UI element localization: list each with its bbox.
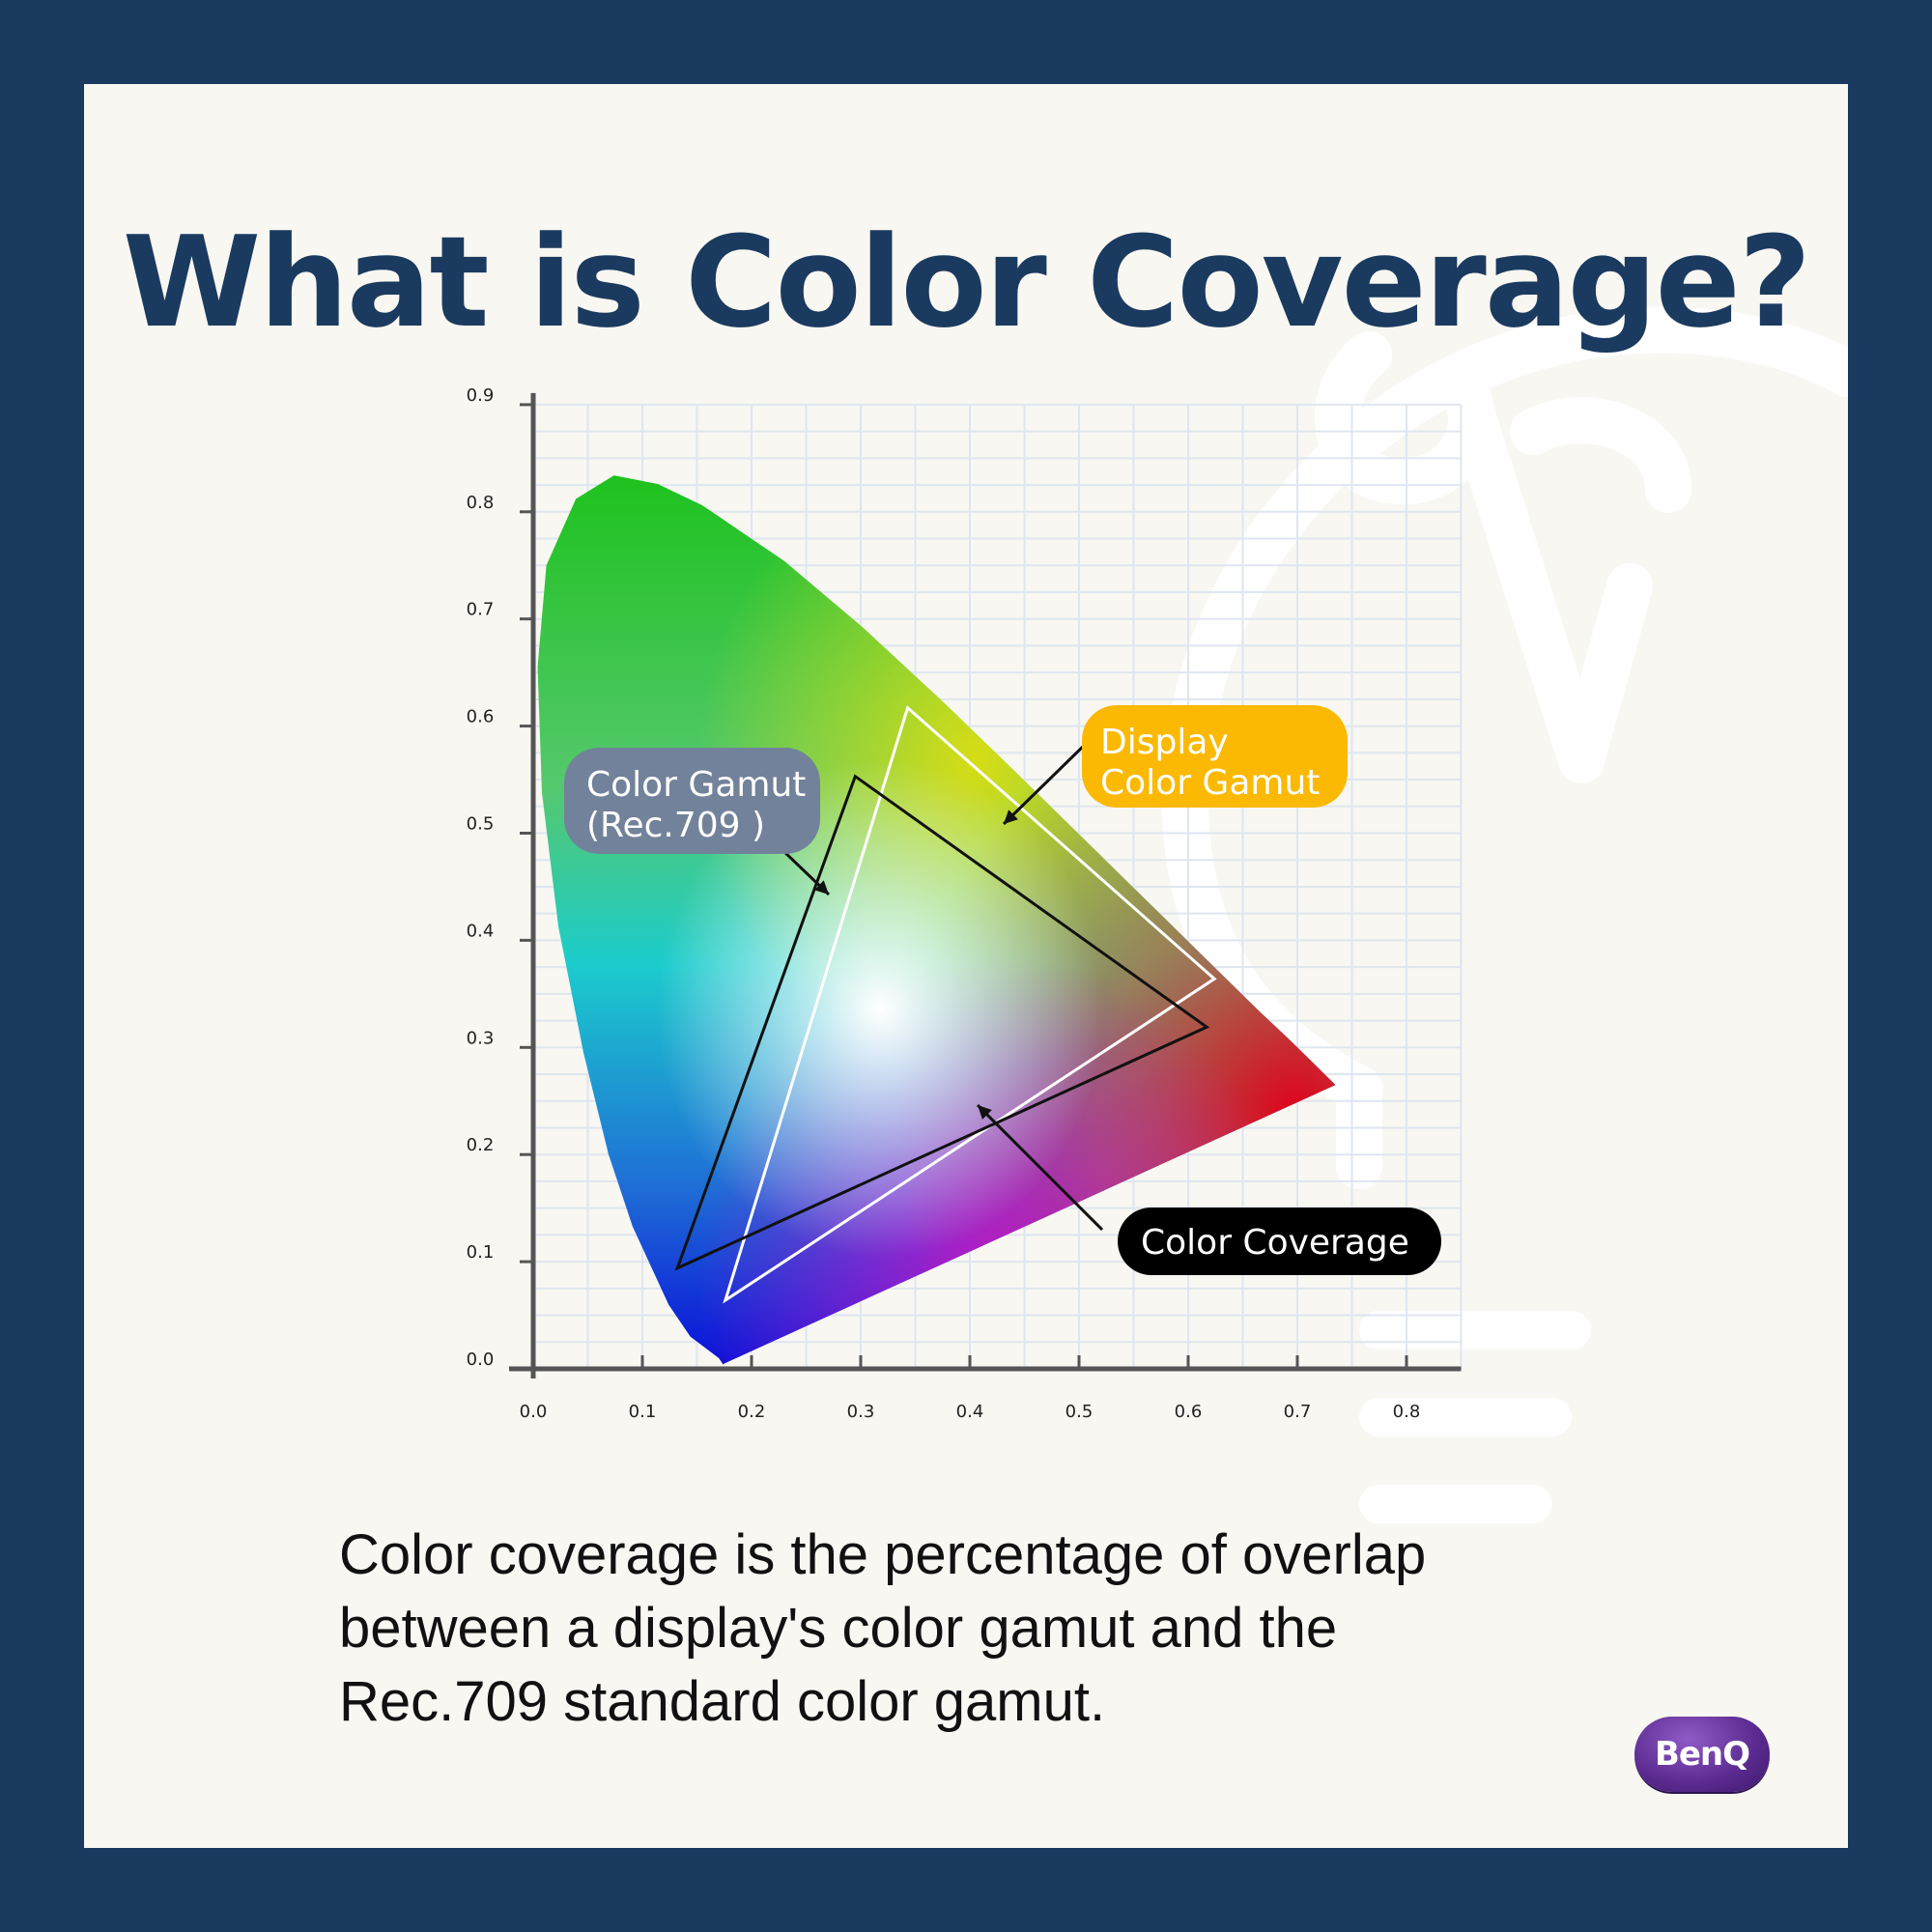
label-text: Display [1100,723,1229,762]
content-panel: What is Color Coverage? [84,84,1848,1848]
x-tick-label: 0.3 [847,1402,875,1422]
x-tick-label: 0.1 [629,1402,657,1422]
arrow-head [814,880,829,895]
x-tick-label: 0.7 [1284,1402,1312,1422]
label-pill [564,748,820,854]
rec709-arrow [781,848,831,896]
rec709-label: Color Gamut(Rec.709 ) [564,748,820,854]
lightbulb-watermark-icon [1162,306,1848,1523]
x-tick-label: 0.5 [1065,1402,1094,1422]
x-tick-label: 0.8 [1393,1402,1421,1422]
description-line: Rec.709 standard color gamut. [339,1670,1106,1733]
y-tick-label: 0.2 [467,1135,495,1155]
x-tick-label: 0.6 [1175,1402,1203,1422]
y-tick-label: 0.4 [467,921,495,941]
description-text: Color coverage is the percentage of over… [339,1519,1691,1739]
arrow-line [1002,740,1090,826]
description-line: between a display's color gamut and the [339,1597,1338,1660]
label-pill [1082,705,1348,808]
coverage-label: Color Coverage [1118,1208,1441,1275]
benq-logo: BenQ [1634,1717,1770,1792]
label-pill [1118,1208,1441,1275]
chart-tick-labels: 0.0 0.1 0.2 0.3 0.4 0.5 0.6 0.7 0.8 0.0 0.1 0.2 0.3 0… [467,385,1421,1422]
page-title: What is Color Coverage? [122,209,1811,355]
display-gamut-triangle [723,705,1217,1304]
coverage-arrow [976,1103,1104,1232]
y-tick-label: 0.5 [467,814,495,835]
description-line: Color coverage is the percentage of over… [339,1523,1427,1586]
y-tick-label: 0.7 [467,600,495,620]
y-tick-label: 0.3 [467,1028,495,1048]
label-text: Color Coverage [1141,1223,1409,1263]
x-tick-label: 0.2 [738,1402,766,1422]
y-tick-label: 0.9 [467,385,495,406]
arrow-line [976,1103,1104,1232]
y-tick-label: 0.8 [467,493,495,513]
x-tick-label: 0.0 [520,1402,548,1422]
x-tick-label: 0.4 [956,1402,984,1422]
chart-axes [509,392,1462,1378]
arrow-head [978,1105,992,1120]
arrow-head [1004,810,1018,824]
display-arrow [1002,740,1090,826]
rec709-gamut-triangle [674,774,1210,1271]
label-text: Color Gamut [586,765,806,805]
y-tick-label: 0.1 [467,1242,495,1263]
cie-chromaticity-diagram: 0.0 0.1 0.2 0.3 0.4 0.5 0.6 0.7 0.8 0.0 0.1 0.2 0.3 0… [467,385,1463,1422]
y-tick-label: 0.0 [467,1350,495,1370]
label-text: Color Gamut [1100,763,1320,803]
label-text: (Rec.709 ) [586,806,765,845]
y-tick-label: 0.6 [467,707,495,727]
